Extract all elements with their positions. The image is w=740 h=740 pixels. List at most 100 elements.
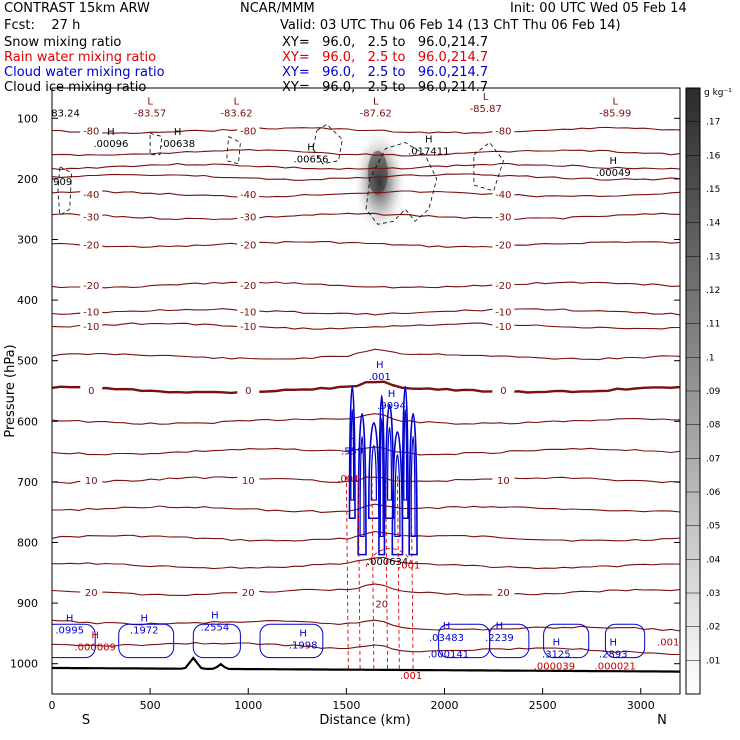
- low-cloud-contour: [259, 623, 324, 659]
- cloud-water-contour: [403, 408, 408, 501]
- x-axis-label: Distance (km): [319, 713, 410, 728]
- temperature-contour-label: -10: [495, 322, 511, 333]
- init-time: Init: 00 UTC Wed 05 Feb 14: [510, 1, 687, 16]
- cloud-ice-contour: [149, 133, 163, 156]
- extremum-marker: H: [211, 610, 219, 621]
- colorbar-tick-label: .02: [706, 623, 720, 633]
- contour-label-bg: [80, 586, 103, 598]
- temperature-contour: [52, 281, 680, 289]
- cloud-ice-contours: [57, 123, 504, 225]
- colorbar-tick-label: .07: [706, 454, 720, 464]
- contour-label-bg: [80, 124, 103, 136]
- contour-label-bg: [237, 238, 260, 250]
- colorbar-tick-label: .16: [706, 151, 721, 161]
- cloud-water-contour: [401, 386, 409, 520]
- colorbar-tick-label: .06: [706, 488, 721, 498]
- y-tick-label: 1000: [10, 658, 38, 671]
- terrain-line: [52, 656, 680, 673]
- cloud-water-contour: [408, 412, 418, 556]
- extremum-marker: H: [496, 621, 504, 632]
- rain-water-contours: [345, 475, 414, 670]
- temperature-contour: [52, 149, 680, 157]
- north-end-label: N: [657, 713, 667, 728]
- low-cloud-contour: [543, 623, 590, 659]
- extremum-value: .2554: [201, 622, 230, 633]
- extremum-value: .0995: [55, 625, 84, 636]
- extremum-value: -83.62: [220, 108, 252, 119]
- cloud-water-contour: [350, 408, 355, 501]
- cloud-ice-contour: [473, 141, 504, 192]
- temperature-contour: [52, 173, 680, 181]
- extremum-value: .00049: [596, 168, 631, 179]
- temperature-contour-label: -20: [83, 240, 99, 251]
- y-tick-label: 100: [17, 112, 38, 125]
- y-tick-label: 900: [17, 597, 38, 610]
- rain-water-contour: [345, 475, 349, 670]
- temperature-contour-label: -10: [240, 322, 256, 333]
- temperature-contour-label: -30: [240, 212, 256, 223]
- x-tick-label: 500: [140, 699, 161, 712]
- cloud-water-contour: [378, 395, 386, 556]
- extremum-marker: H: [388, 389, 396, 400]
- field-name-snow: Snow mixing ratio: [4, 35, 122, 50]
- extremum-value: .0909: [44, 177, 73, 188]
- colorbar-tick-label: .13: [706, 252, 720, 262]
- colorbar-tick-label: .1: [706, 353, 715, 363]
- extremum-value: -87.62: [360, 108, 392, 119]
- temperature-contour: [52, 446, 680, 456]
- contour-label-bg: [237, 124, 260, 136]
- extremum-value: 20: [375, 599, 388, 610]
- x-tick-label: 1500: [332, 699, 360, 712]
- snow-core: [367, 150, 388, 195]
- extremum-value: .001: [337, 474, 359, 485]
- contour-label-bg: [492, 210, 515, 222]
- extremum-value: .03483: [429, 633, 464, 644]
- extremum-value: .000021: [595, 662, 636, 673]
- extremum-value: .000039: [534, 662, 575, 673]
- temperature-contour-label: 20: [242, 588, 255, 599]
- contour-label-bg: [237, 474, 260, 486]
- cloud-water-contour: [394, 454, 401, 538]
- extremum-value: .9094: [377, 401, 406, 412]
- y-tick-label: 300: [17, 234, 38, 247]
- rain-water-contour: [396, 475, 400, 670]
- extremum-marker: H: [553, 638, 561, 649]
- cloud-water-contour: [410, 436, 416, 538]
- temperature-contours: -80 -80 -80 -40 -40 -40 -30 -30 -30 -20 -20 -20 -20 -…: [52, 124, 680, 656]
- x-axis: 0 500 1000 1500 2000 2500 3000: [49, 688, 655, 712]
- colorbar: g kg⁻¹ .01 .02 .03 .04 .05 .06 .07 .08 .09 .1 .11.…: [685, 87, 732, 695]
- temperature-contour-label: -10: [495, 308, 511, 319]
- contour-label-bg: [492, 305, 515, 317]
- extremum-value: .000141: [428, 650, 469, 661]
- x-tick-label: 2500: [529, 699, 557, 712]
- y-tick-label: 800: [17, 537, 38, 550]
- y-tick-label: 200: [17, 173, 38, 186]
- contour-label-bg: [237, 320, 260, 332]
- rain-water-contour: [357, 475, 361, 670]
- extremum-marker: H: [610, 638, 618, 649]
- temperature-contour: [52, 190, 680, 198]
- temperature-contour: [52, 126, 680, 134]
- temperature-contour-label: -40: [495, 190, 511, 201]
- y-tick-label: 400: [17, 294, 38, 307]
- extremum-value: .001: [369, 372, 391, 383]
- contour-label-bg: [492, 124, 515, 136]
- cloud-ice-contour: [226, 136, 241, 165]
- rain-water-contour: [365, 548, 414, 567]
- extremum-value: .00656: [294, 155, 329, 166]
- y-tick-label: 700: [17, 476, 38, 489]
- valid-time: Valid: 03 UTC Thu 06 Feb 14 (13 ChT Thu …: [280, 18, 621, 33]
- colorbar-unit: g kg⁻¹: [704, 88, 732, 98]
- cloud-water-contour: [379, 417, 384, 538]
- temperature-contour-label: -40: [83, 190, 99, 201]
- temperature-contour-label: 0: [88, 386, 94, 397]
- extremum-value: -85.99: [599, 108, 631, 119]
- cloud-ice-contour: [57, 166, 73, 216]
- extremum-marker: H: [299, 629, 307, 640]
- temperature-contour: [52, 413, 680, 425]
- temperature-contour-label: -80: [240, 126, 256, 137]
- temperature-contour: [52, 241, 680, 248]
- contour-label-bg: [80, 383, 103, 395]
- colorbar-tick-label: .04: [706, 555, 721, 565]
